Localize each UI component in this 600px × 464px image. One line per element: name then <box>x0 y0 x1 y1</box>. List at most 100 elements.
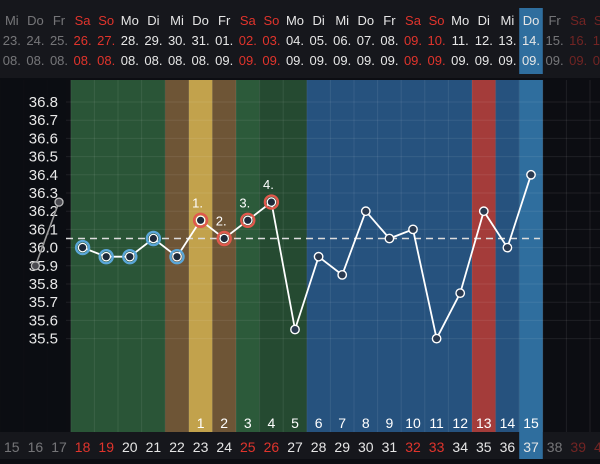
data-point <box>360 206 371 217</box>
phase-day-number: 9 <box>386 415 394 431</box>
header-date: 26. <box>74 33 92 48</box>
header-weekday: Sa <box>240 13 257 28</box>
header-month: 08. <box>192 53 210 68</box>
y-tick-label: 36.2 <box>29 203 58 220</box>
data-point-ring <box>74 239 91 256</box>
y-tick-label: 36.7 <box>29 112 58 129</box>
header-month: 08. <box>26 53 44 68</box>
header-weekday: Fr <box>383 13 396 28</box>
data-point <box>290 324 300 335</box>
y-tick-label: 35.8 <box>29 276 58 293</box>
cycle-day-label: 31 <box>382 439 398 455</box>
y-tick-label: 36.3 <box>29 185 58 202</box>
data-point-ring <box>169 249 185 265</box>
header-date: 12. <box>475 33 493 48</box>
data-point <box>219 233 229 244</box>
data-point <box>502 242 513 253</box>
data-point-ring <box>263 194 280 210</box>
phase-day-number: 1 <box>197 415 205 431</box>
data-point-ring <box>240 212 256 229</box>
header-date: 14. <box>522 33 540 48</box>
cycle-day-label: 29 <box>334 439 350 455</box>
header-weekday: So <box>594 13 600 28</box>
header-weekday: Fr <box>53 13 66 28</box>
cycle-day-label: 33 <box>429 439 445 455</box>
cycle-day-label: 19 <box>98 439 114 455</box>
header-month: 09. <box>310 53 328 68</box>
header-date: 02. <box>239 33 257 48</box>
phase-day-number: 3 <box>244 415 252 431</box>
data-point <box>384 233 395 244</box>
header-month: 08. <box>144 53 162 68</box>
header-date: 06. <box>333 33 351 48</box>
header-weekday: Fr <box>548 13 561 28</box>
data-point <box>431 333 442 344</box>
phase-day-number: 12 <box>452 415 468 431</box>
data-point-ring <box>216 230 232 247</box>
y-tick-label: 36.0 <box>29 240 58 257</box>
phase-band <box>519 80 543 432</box>
phase-day-number: 6 <box>315 415 323 431</box>
phase-day-number: 4 <box>268 415 276 431</box>
header-weekday: Mo <box>286 13 304 28</box>
temperature-marker-label: 1. <box>192 195 203 210</box>
phase-band <box>212 80 236 432</box>
temperature-marker-label: 2. <box>216 214 227 229</box>
prior-data-point <box>30 261 41 271</box>
y-tick-label: 36.1 <box>29 221 58 238</box>
temperature-line <box>82 174 532 342</box>
header-weekday: Mi <box>335 13 349 28</box>
y-tick-label: 35.7 <box>29 294 58 311</box>
data-point <box>408 224 418 235</box>
header-weekday: So <box>263 13 279 28</box>
data-point <box>455 288 466 298</box>
phase-day-number: 13 <box>476 415 492 431</box>
header-weekday: Sa <box>75 13 92 28</box>
header-weekday: Do <box>357 13 374 28</box>
header-weekday: So <box>98 13 114 28</box>
header-date: 31. <box>192 33 210 48</box>
cycle-day-label: 15 <box>4 439 20 455</box>
cycle-day-label: 37 <box>523 439 539 455</box>
header-month: 08. <box>3 53 21 68</box>
data-point <box>195 215 206 226</box>
phase-day-number: 15 <box>523 415 539 431</box>
data-point <box>313 251 324 262</box>
phase-band <box>495 80 520 432</box>
cycle-day-label: 26 <box>264 439 280 455</box>
header-weekday: Sa <box>570 13 587 28</box>
header-date: 30. <box>168 33 186 48</box>
header-date: 08. <box>380 33 398 48</box>
header-weekday: Mo <box>451 13 469 28</box>
cycle-day-label: 25 <box>240 439 256 455</box>
y-tick-label: 35.5 <box>29 331 58 348</box>
header-date: 04. <box>286 33 304 48</box>
prior-temperature-line <box>34 201 60 267</box>
phase-band <box>306 80 472 432</box>
cycle-day-label: 21 <box>146 439 162 455</box>
cycle-day-label: 18 <box>75 439 91 455</box>
header-month: 09. <box>428 53 446 68</box>
data-point <box>478 206 489 217</box>
phase-day-number: 2 <box>220 415 228 431</box>
header-month: 09. <box>286 53 304 68</box>
header-month: 09. <box>451 53 469 68</box>
cycle-day-label: 38 <box>547 439 563 455</box>
y-tick-label: 36.6 <box>29 130 58 147</box>
header-month: 09. <box>357 53 375 68</box>
header-weekday: So <box>429 13 445 28</box>
header-month: 09. <box>262 53 280 68</box>
header-date: 09. <box>404 33 422 48</box>
header-weekday: Mo <box>121 13 139 28</box>
phase-day-number: 8 <box>362 415 370 431</box>
data-point <box>77 242 88 253</box>
header-date: 13. <box>498 33 516 48</box>
phase-day-number: 14 <box>500 415 516 431</box>
y-axis-panel <box>0 78 66 432</box>
phase-day-number: 5 <box>291 415 299 431</box>
data-point <box>266 197 277 207</box>
header-month: 08. <box>74 53 92 68</box>
header-weekday: Di <box>312 13 324 28</box>
